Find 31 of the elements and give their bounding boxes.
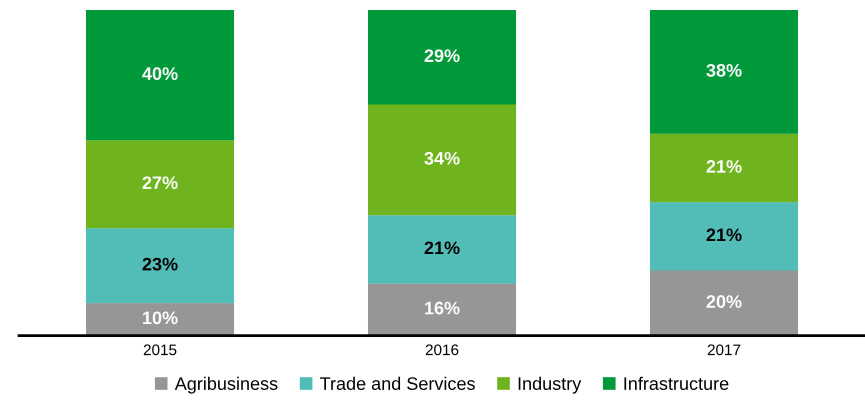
bar [86,228,234,304]
data-label: 21% [706,160,742,173]
bar [650,202,798,271]
legend-label: Infrastructure [624,376,728,390]
bar [368,215,516,284]
legend-label: Trade and Services [320,376,475,390]
data-label: 38% [706,64,742,77]
data-label: 27% [142,176,178,190]
data-label: 29% [424,49,460,62]
bar [368,104,516,216]
x-tick-label: 2016 [426,344,458,356]
bar [86,140,234,228]
x-tick-label: 2015 [144,344,176,356]
data-label: 20% [706,295,742,308]
bar [650,270,798,336]
bar [368,10,516,104]
bar [650,134,798,202]
data-label: 10% [143,311,178,324]
legend-label: Agribusiness [174,376,278,394]
bar [368,284,516,336]
data-label: 21% [706,228,742,242]
data-label: 34% [424,152,460,165]
data-label: 40% [142,67,178,80]
data-label: 21% [424,241,460,254]
bar [86,10,234,140]
x-tick-label: 2017 [708,344,740,356]
bar [650,10,798,134]
data-label: 16% [425,302,460,314]
bar [86,303,234,336]
data-label: 23% [142,258,178,271]
legend-label: Industry [518,376,582,394]
